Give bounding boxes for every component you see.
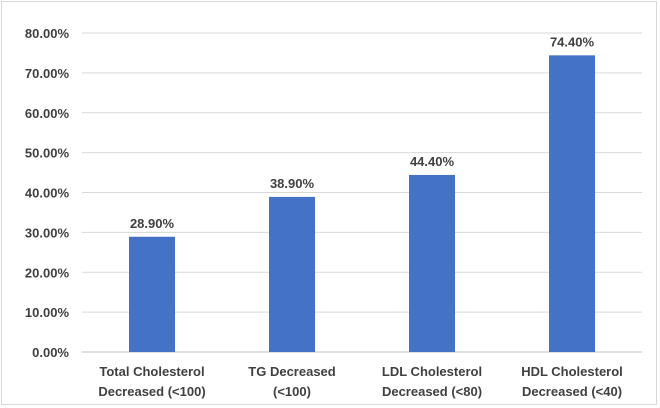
- y-tick-label: 40.00%: [25, 186, 70, 201]
- y-tick-label: 10.00%: [25, 305, 70, 320]
- bar: [549, 55, 595, 353]
- bars: [129, 55, 595, 353]
- bar: [129, 236, 175, 352]
- data-label: 44.40%: [410, 154, 455, 169]
- bar: [269, 196, 315, 352]
- y-axis-tick-labels: 0.00% 10.00% 20.00% 30.00% 40.00% 50.00% 60.00…: [25, 26, 70, 360]
- y-tick-label: 20.00%: [25, 265, 70, 280]
- x-axis-category-labels: Total Cholesterol Decreased (<100) TG Decr…: [98, 364, 622, 399]
- bar: [409, 174, 455, 352]
- y-tick-label: 80.00%: [25, 26, 70, 41]
- category-label: HDL Cholesterol: [521, 364, 623, 379]
- y-tick-label: 0.00%: [32, 345, 69, 360]
- data-label: 74.40%: [550, 34, 595, 49]
- y-tick-label: 50.00%: [25, 146, 70, 161]
- data-label: 38.90%: [270, 176, 315, 191]
- gridlines: [82, 32, 642, 353]
- data-label: 28.90%: [130, 216, 175, 231]
- category-label: (<100): [273, 384, 311, 399]
- data-labels: 28.90% 38.90% 44.40% 74.40%: [130, 34, 595, 230]
- y-tick-label: 30.00%: [25, 225, 70, 240]
- category-label: Decreased (<80): [382, 384, 482, 399]
- category-label: LDL Cholesterol: [382, 364, 482, 379]
- category-label: TG Decreased: [248, 364, 335, 379]
- category-label: Decreased (<40): [522, 384, 622, 399]
- y-tick-label: 60.00%: [25, 106, 70, 121]
- category-label: Total Cholesterol: [99, 364, 204, 379]
- y-tick-label: 70.00%: [25, 66, 70, 81]
- category-label: Decreased (<100): [98, 384, 205, 399]
